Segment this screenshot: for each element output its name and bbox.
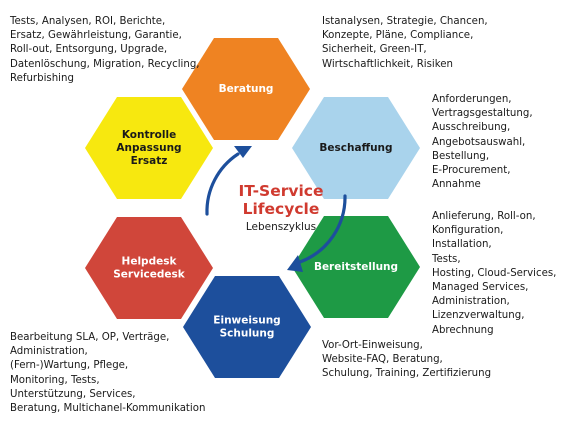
hexagon-label: Beratung — [219, 83, 274, 95]
note-bottom-left: Bearbeitung SLA, OP, Verträge, Administra… — [10, 331, 205, 416]
note-line: Schulung, Training, Zertifizierung — [322, 368, 492, 380]
note-line: Vor-Ort-Einweisung, — [322, 340, 423, 351]
cycle-arrow-lower — [298, 194, 347, 264]
hexagon-beschaffung: Beschaffung — [292, 97, 420, 199]
hexagon-shape — [85, 217, 213, 319]
hexagon-label: Kontrolle — [122, 129, 176, 141]
note-line: Lizenzverwaltung, — [432, 310, 525, 322]
hexagon-shape — [292, 97, 420, 199]
cycle-arrowhead-lower-icon — [287, 255, 303, 272]
note-line: Unterstützung, Services, — [10, 388, 136, 400]
note-line: Refurbishing — [10, 72, 74, 84]
note-line: Datenlöschung, Migration, Recycling, — [10, 58, 200, 70]
hexagon-label: Ersatz — [131, 155, 168, 167]
note-top-left: Tests, Analysen, ROI, Berichte, Ersatz, G… — [10, 15, 200, 86]
note-line: Abrechnung — [432, 324, 494, 336]
hexagon-shape — [183, 276, 311, 378]
note-line: Hosting, Cloud-Services, — [432, 267, 557, 279]
note-right-1: Anforderungen, Vertragsgestaltung, Ausschr… — [432, 93, 533, 192]
note-line: Monitoring, Tests, — [10, 374, 100, 386]
note-line: (Fern-)Wartung, Pflege, — [10, 360, 129, 372]
note-line: Ausschreibung, — [432, 122, 511, 134]
hexagon-label: Bereitstellung — [314, 261, 398, 273]
note-line: Vertragsgestaltung, — [432, 108, 533, 120]
note-line: Roll-out, Entsorgung, Upgrade, — [10, 44, 168, 56]
note-line: Website-FAQ, Beratung, — [322, 354, 443, 366]
note-top-right: Istanalysen, Strategie, Chancen, Konzepte… — [322, 15, 488, 72]
hexagon-bereitstellung: Bereitstellung — [292, 216, 420, 318]
hexagon-label: Einweisung — [213, 315, 280, 327]
note-line: Konfiguration, — [432, 225, 504, 237]
hexagon-shape — [182, 38, 310, 140]
note-line: E-Procurement, — [432, 165, 511, 177]
center-title-line2: Lifecycle — [243, 200, 320, 218]
note-line: Managed Services, — [432, 282, 529, 294]
center-title-line1: IT-Service — [239, 182, 324, 200]
note-line: Tests, Analysen, ROI, Berichte, — [10, 16, 166, 27]
note-line: Bearbeitung SLA, OP, Verträge, — [10, 332, 170, 343]
note-line: Bestellung, — [432, 150, 490, 162]
note-bottom-right: Vor-Ort-Einweisung, Website-FAQ, Beratung… — [322, 339, 491, 382]
note-line: Konzepte, Pläne, Compliance, — [322, 30, 474, 42]
hexagon-shape — [292, 216, 420, 318]
hexagon-label: Schulung — [220, 328, 275, 340]
center-subtitle: Lebenszyklus — [246, 221, 316, 233]
hexagon-label: Anpassung — [116, 142, 181, 154]
note-line: Installation, — [432, 239, 492, 251]
hexagon-label: Beschaffung — [319, 142, 392, 154]
cycle-arrow-upper — [205, 152, 240, 216]
hexagon-beratung: Beratung — [182, 38, 310, 140]
note-line: Administration, — [10, 346, 88, 358]
note-line: Administration, — [432, 296, 510, 308]
note-line: Anlieferung, Roll-on, — [432, 211, 536, 222]
cycle-arrows — [205, 146, 347, 272]
hexagon-label: Helpdesk — [122, 256, 178, 268]
note-line: Ersatz, Gewährleistung, Garantie, — [10, 30, 182, 42]
note-right-2: Anlieferung, Roll-on, Konfiguration, Insta… — [432, 210, 556, 338]
note-line: Wirtschaftlichkeit, Risiken — [322, 58, 454, 70]
note-line: Sicherheit, Green-IT, — [322, 44, 427, 56]
hexagon-label: Servicedesk — [113, 269, 186, 281]
note-line: Angebotsauswahl, — [432, 136, 526, 148]
note-line: Anforderungen, — [432, 94, 512, 105]
note-line: Istanalysen, Strategie, Chancen, — [322, 16, 488, 27]
hexagon-shape — [85, 97, 213, 199]
note-line: Beratung, Multichanel-Kommunikation — [10, 403, 206, 415]
note-line: Tests, — [432, 253, 461, 265]
cycle-arrowhead-upper-icon — [234, 146, 252, 158]
note-line: Annahme — [432, 179, 481, 191]
